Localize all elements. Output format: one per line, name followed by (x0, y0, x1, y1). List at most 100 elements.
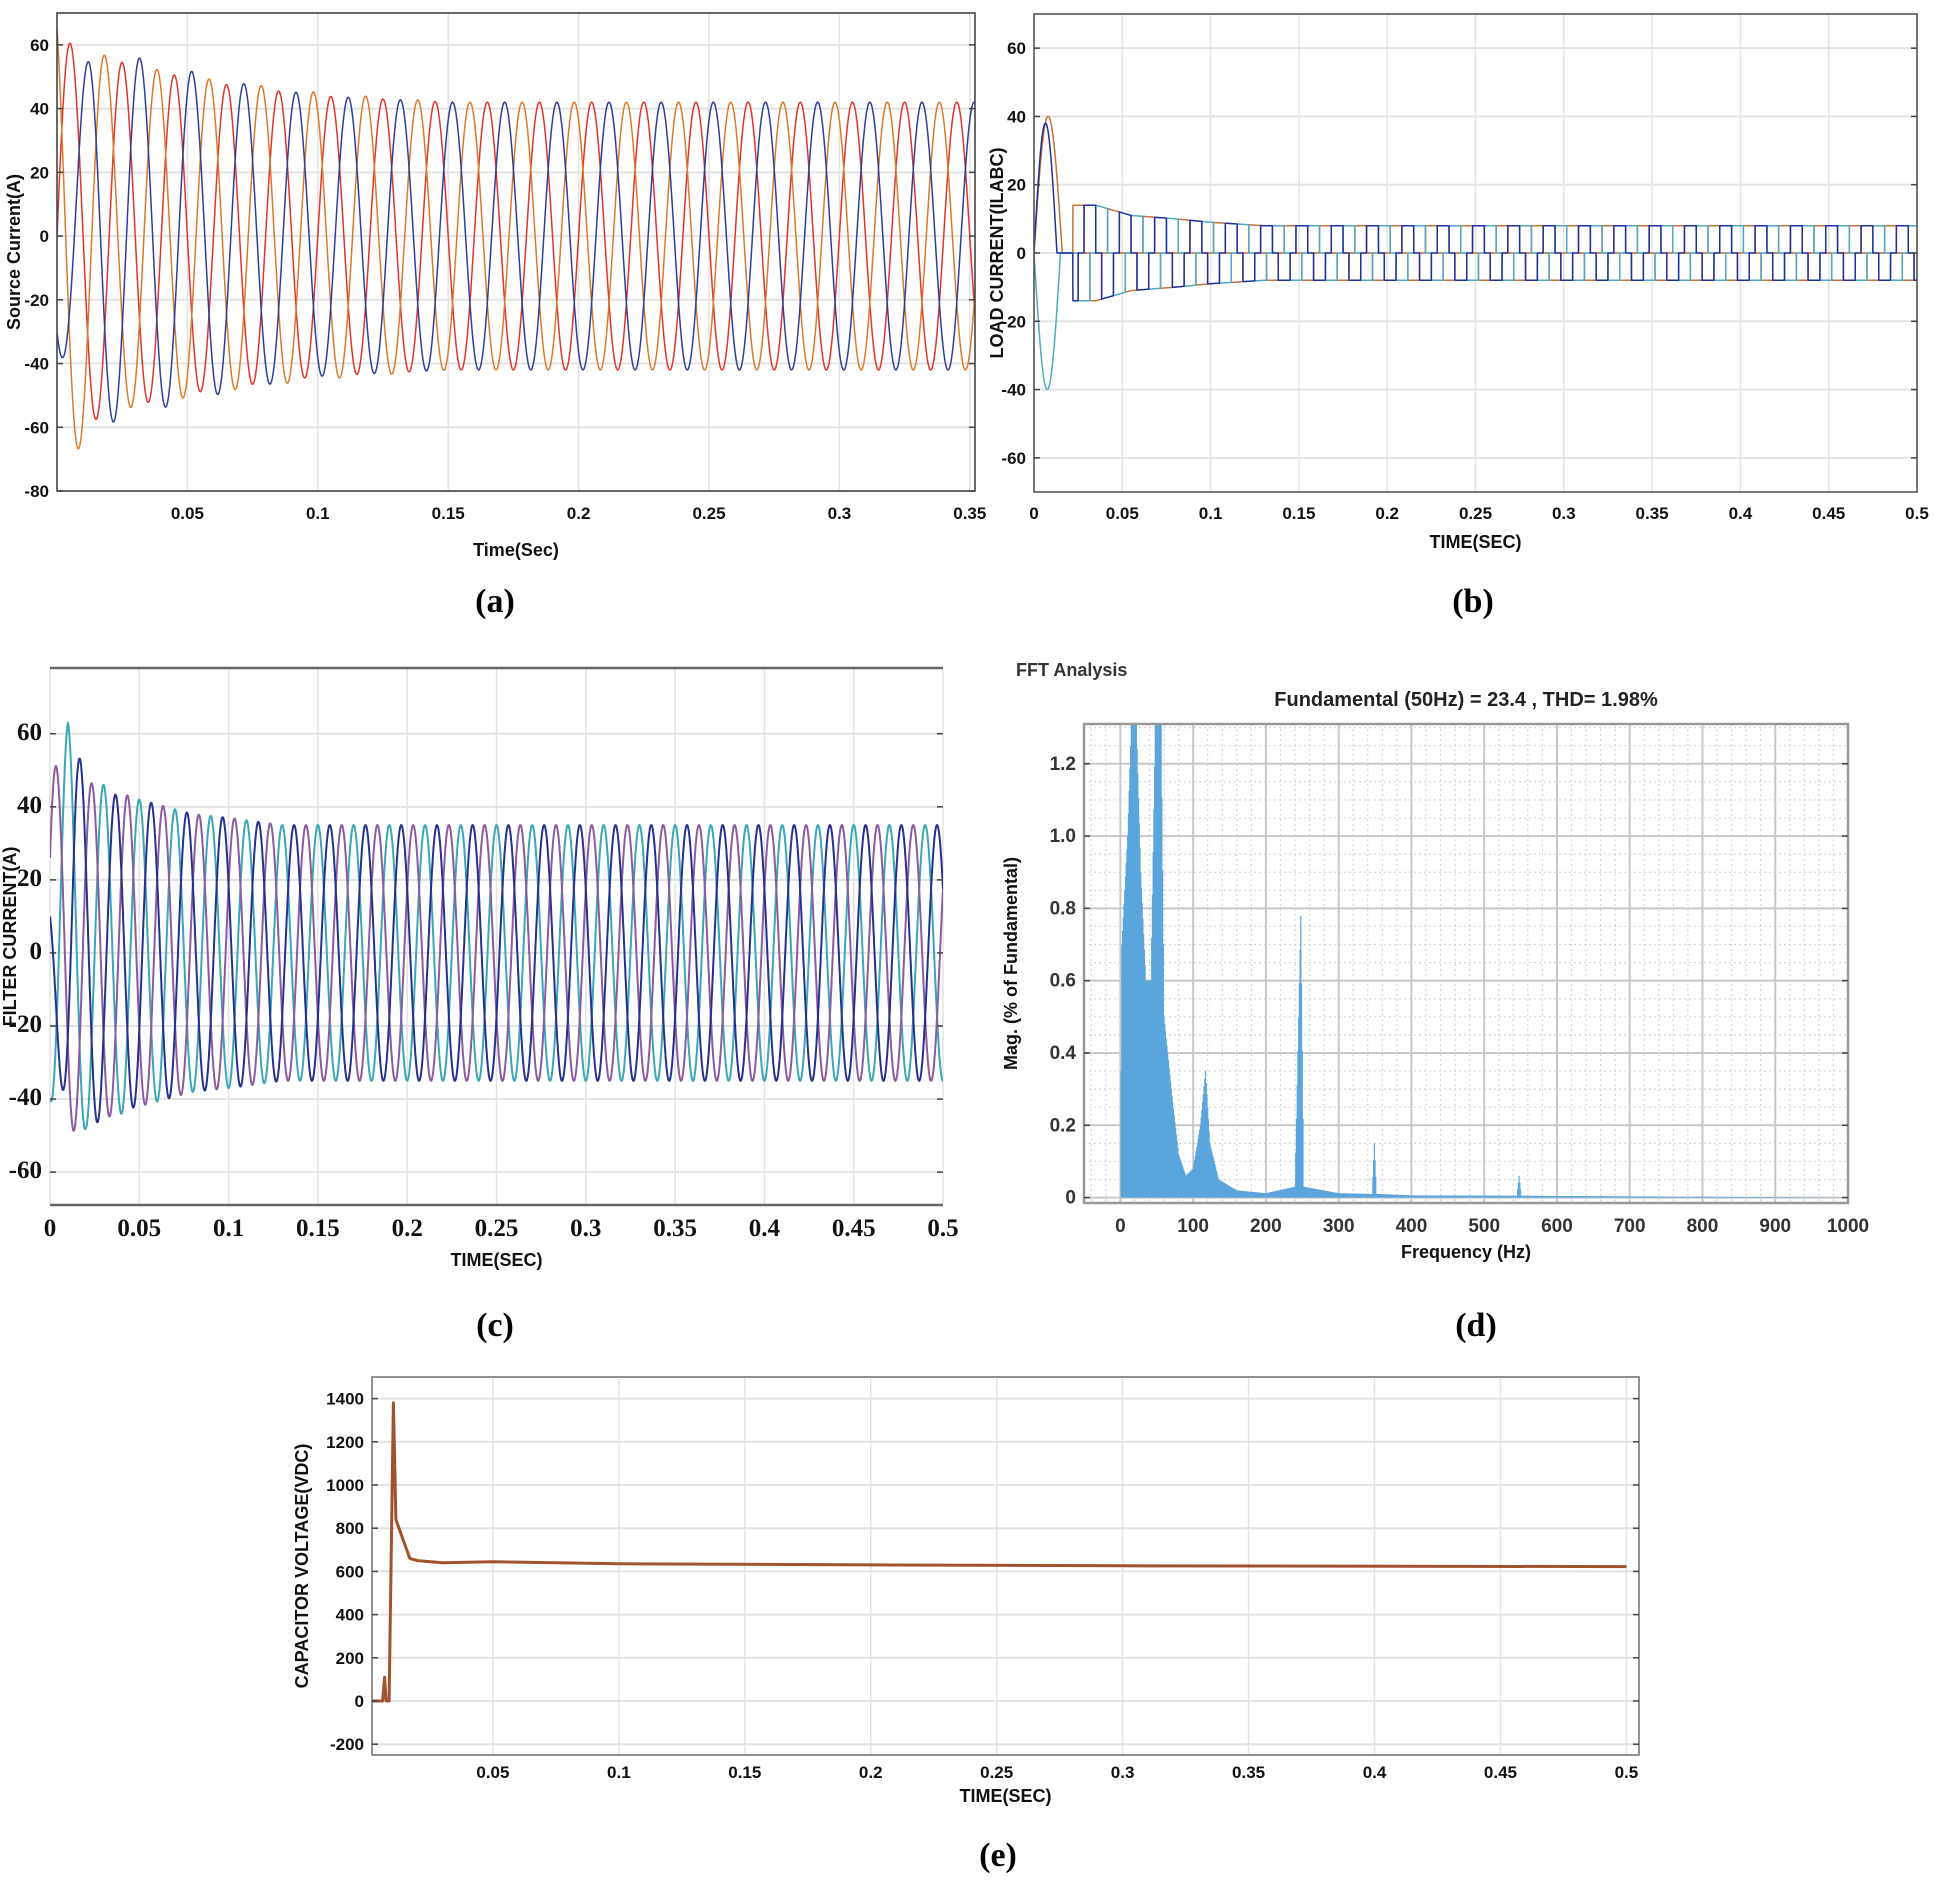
grid (1084, 724, 1849, 1203)
y-tick-label: -80 (24, 482, 49, 501)
x-tick-label: 0.15 (728, 1763, 761, 1782)
x-tick-label: 0.3 (828, 504, 852, 523)
x-tick-label: 900 (1759, 1216, 1791, 1237)
x-tick-label: 0.15 (1282, 504, 1315, 523)
y-tick-label: 60 (1007, 39, 1026, 58)
y-tick-label: -60 (1001, 449, 1026, 468)
x-tick-label: 0.25 (692, 504, 725, 523)
y-tick-label: -60 (24, 418, 49, 437)
data-layer (1120, 724, 1848, 1198)
y-axis-label: Source Current(A) (4, 174, 24, 330)
x-axis-label: TIME(SEC) (960, 1786, 1052, 1806)
axes-frame (56, 12, 976, 492)
panel-label: (d) (1455, 1307, 1497, 1344)
panel-label: (c) (476, 1307, 514, 1344)
data-layer (372, 1401, 1627, 1703)
x-tick-label: 0.35 (653, 1215, 697, 1242)
x-tick-label: 0.5 (1615, 1763, 1639, 1782)
x-axis-label: TIME(SEC) (451, 1250, 543, 1270)
x-tick-label: 0.4 (1363, 1763, 1387, 1782)
panel-label: (b) (1452, 583, 1494, 620)
y-tick-label: 0 (1017, 244, 1026, 263)
y-tick-label: -20 (24, 291, 49, 310)
y-tick-label: 600 (336, 1562, 364, 1581)
y-tick-label: -60 (9, 1157, 42, 1184)
y-tick-label: 20 (1007, 176, 1026, 195)
chart-title: Fundamental (50Hz) = 23.4 , THD= 1.98% (1274, 689, 1658, 711)
x-tick-label: 0.35 (1232, 1763, 1265, 1782)
series-line-3 (1034, 122, 1917, 302)
x-tick-label: 0.2 (392, 1215, 423, 1242)
y-tick-label: 60 (30, 36, 49, 55)
x-tick-label: 100 (1177, 1216, 1209, 1237)
x-tick-label: 0.15 (296, 1215, 340, 1242)
panel-label: (a) (475, 583, 515, 620)
x-axis-label: Frequency (Hz) (1401, 1242, 1531, 1262)
series-line-1 (57, 42, 975, 421)
x-tick-label: 0.3 (1111, 1763, 1135, 1782)
y-tick-label: 200 (336, 1649, 364, 1668)
x-axis-label: TIME(SEC) (1430, 532, 1522, 552)
series-line-3 (57, 57, 975, 423)
x-tick-label: 1000 (1827, 1216, 1869, 1237)
y-axis-label: CAPACITOR VOLTAGE(VDC) (292, 1444, 312, 1689)
y-tick-label: 0 (355, 1692, 364, 1711)
x-tick-label: 300 (1323, 1216, 1355, 1237)
x-tick-label: 0.25 (980, 1763, 1013, 1782)
y-tick-label: 40 (17, 792, 42, 819)
x-tick-label: 0.45 (1484, 1763, 1517, 1782)
y-tick-label: -20 (9, 1011, 42, 1038)
x-tick-label: 0 (1115, 1216, 1126, 1237)
y-axis-label: FILTER CURRENT(A) (0, 847, 20, 1027)
x-tick-label: 0.25 (1459, 504, 1492, 523)
data-layer (57, 29, 975, 450)
x-tick-label: 200 (1250, 1216, 1282, 1237)
y-tick-label: 0 (30, 938, 43, 965)
x-tick-label: 0.2 (859, 1763, 883, 1782)
series-line-1 (372, 1401, 1627, 1703)
chart-panel-d: 0 100 200 300 400 500 600 700 800 900 1000 0 0.2 0.4 0… (1001, 660, 1869, 1344)
y-tick-label: 40 (30, 100, 49, 119)
x-tick-label: 0 (44, 1215, 57, 1242)
plot-area (1084, 724, 1848, 1203)
x-tick-label: 0.15 (432, 504, 465, 523)
data-layer (1034, 115, 1917, 391)
y-axis-label: Mag. (% of Fundamental) (1001, 857, 1021, 1070)
y-tick-label: 800 (336, 1519, 364, 1538)
x-tick-label: 0.35 (953, 504, 986, 523)
x-tick-label: 0.05 (171, 504, 204, 523)
x-tick-label: 500 (1468, 1216, 1500, 1237)
x-tick-label: 0.3 (1552, 504, 1576, 523)
y-axis-label: LOAD CURRENT(ILABC) (987, 148, 1007, 359)
y-tick-label: 400 (336, 1606, 364, 1625)
plot-area (57, 13, 975, 491)
x-tick-label: 0.1 (607, 1763, 631, 1782)
y-tick-label: 0.6 (1050, 971, 1076, 992)
y-tick-label: 0 (1065, 1188, 1076, 1209)
x-tick-label: 700 (1614, 1216, 1646, 1237)
y-tick-label: 20 (30, 163, 49, 182)
x-tick-label: 0.5 (927, 1215, 958, 1242)
x-tick-label: 0.05 (476, 1763, 509, 1782)
series-line-2 (57, 29, 975, 450)
x-tick-label: 800 (1687, 1216, 1719, 1237)
y-tick-label: 0.8 (1050, 898, 1076, 919)
x-tick-label: 0.45 (1812, 504, 1845, 523)
y-tick-label: -40 (9, 1084, 42, 1111)
y-tick-label: -40 (1001, 381, 1026, 400)
x-tick-label: 0.45 (832, 1215, 876, 1242)
y-tick-label: 1.2 (1050, 754, 1076, 775)
axes-frame (1082, 722, 1850, 1205)
x-tick-label: 0.2 (1375, 504, 1399, 523)
y-tick-label: 1000 (326, 1476, 364, 1495)
y-tick-label: 1400 (326, 1390, 364, 1409)
y-tick-label: -200 (330, 1735, 364, 1754)
chart-panel-c: 0 0.05 0.1 0.15 0.2 0.25 0.3 0.35 0.4 0.45 0.5 -60 -… (0, 666, 959, 1344)
x-tick-label: 0.35 (1636, 504, 1669, 523)
y-tick-label: 0 (40, 227, 49, 246)
y-tick-label: 1200 (326, 1433, 364, 1452)
y-tick-label: 20 (17, 865, 42, 892)
chart-panel-e: 0.05 0.1 0.15 0.2 0.25 0.3 0.35 0.4 0.45 0.5 -200 0… (292, 1376, 1640, 1874)
series-line-2 (1034, 204, 1917, 391)
